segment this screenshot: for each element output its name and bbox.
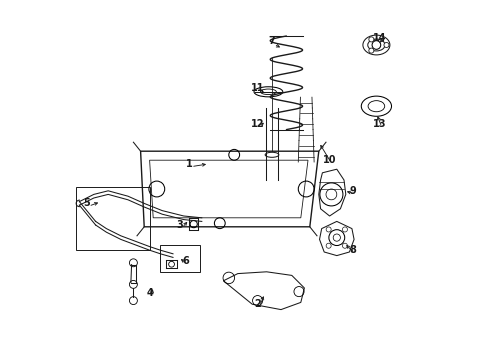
- Text: 7: 7: [269, 36, 275, 46]
- Text: 11: 11: [251, 83, 264, 93]
- Text: 8: 8: [349, 245, 356, 255]
- Text: 5: 5: [83, 198, 90, 208]
- Text: 6: 6: [182, 256, 189, 266]
- Text: 4: 4: [146, 288, 153, 298]
- Text: 13: 13: [373, 119, 387, 129]
- Text: 1: 1: [186, 159, 193, 169]
- Text: 10: 10: [323, 155, 336, 165]
- Text: 14: 14: [373, 33, 387, 43]
- Bar: [76, 187, 149, 250]
- Text: 9: 9: [350, 186, 356, 196]
- Circle shape: [384, 42, 389, 48]
- Text: 3: 3: [177, 220, 184, 230]
- Circle shape: [369, 48, 374, 53]
- Bar: [160, 245, 200, 272]
- Text: 12: 12: [251, 119, 264, 129]
- Text: 2: 2: [254, 299, 261, 309]
- Circle shape: [369, 37, 374, 42]
